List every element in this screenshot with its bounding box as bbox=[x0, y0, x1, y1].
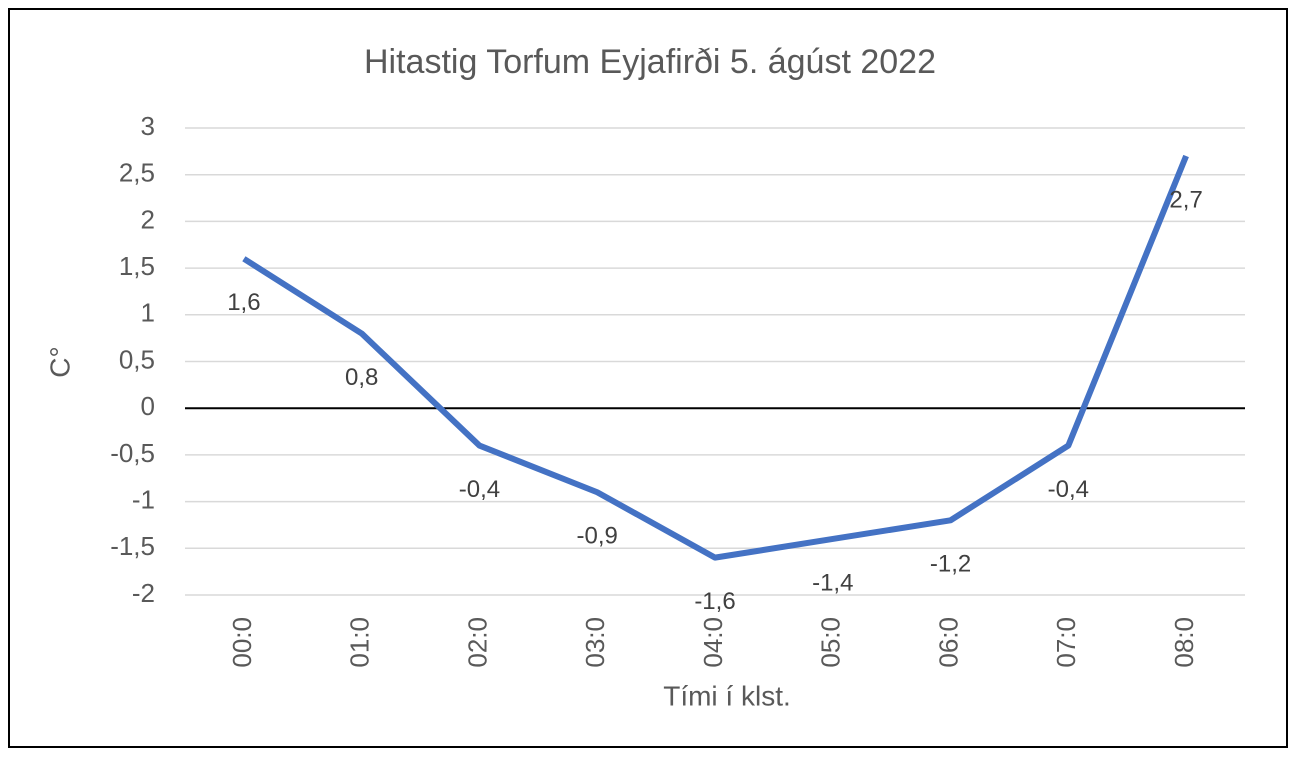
y-tick-label: 0 bbox=[141, 391, 155, 421]
x-tick-label: 04:0 bbox=[698, 617, 728, 668]
x-tick-label: 00:0 bbox=[227, 617, 257, 668]
y-tick-label: 1 bbox=[141, 298, 155, 328]
data-label: -0,4 bbox=[1048, 476, 1089, 503]
x-tick-label: 03:0 bbox=[580, 617, 610, 668]
x-tick-label: 05:0 bbox=[816, 617, 846, 668]
x-tick-label: 01:0 bbox=[345, 617, 375, 668]
y-tick-label: 2 bbox=[141, 204, 155, 234]
y-tick-label: -0,5 bbox=[110, 438, 155, 468]
y-tick-label: -2 bbox=[132, 578, 155, 608]
data-label: 1,6 bbox=[227, 289, 260, 316]
data-line bbox=[242, 154, 1189, 561]
chart-title: Hitastig Torfum Eyjafirði 5. ágúst 2022 bbox=[364, 43, 936, 81]
y-tick-label: 3 bbox=[141, 111, 155, 141]
data-label: -0,9 bbox=[577, 523, 618, 550]
y-tick-label: -1,5 bbox=[110, 531, 155, 561]
chart-border bbox=[8, 8, 1288, 748]
x-tick-label: 06:0 bbox=[933, 617, 963, 668]
data-label: -0,4 bbox=[459, 476, 500, 503]
y-tick-label: 0,5 bbox=[119, 344, 155, 374]
y-tick-label: 2,5 bbox=[119, 158, 155, 188]
y-tick-label: -1 bbox=[132, 484, 155, 514]
data-label: -1,4 bbox=[812, 569, 853, 596]
y-axis-title: C° bbox=[44, 346, 75, 377]
data-label: 0,8 bbox=[345, 364, 378, 391]
data-label: -1,2 bbox=[930, 551, 971, 578]
y-tick-label: 1,5 bbox=[119, 251, 155, 281]
x-tick-label: 08:0 bbox=[1169, 617, 1199, 668]
data-label: 2,7 bbox=[1169, 186, 1202, 213]
x-tick-label: 07:0 bbox=[1051, 617, 1081, 668]
data-label: -1,6 bbox=[694, 588, 735, 615]
x-axis-title: Tími í klst. bbox=[663, 680, 791, 711]
x-tick-label: 02:0 bbox=[462, 617, 492, 668]
